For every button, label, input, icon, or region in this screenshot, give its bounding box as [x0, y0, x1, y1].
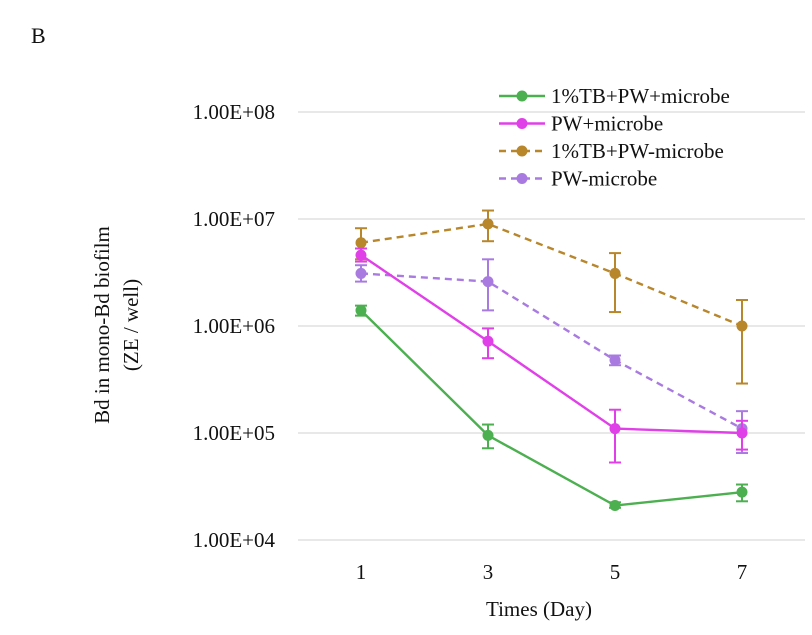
y-tick-label: 1.00E+08: [193, 100, 275, 124]
legend-item: 1%TB+PW-microbe: [499, 139, 724, 163]
series-1: [355, 304, 748, 512]
x-tick-label: 7: [737, 560, 748, 584]
data-point: [736, 427, 748, 439]
data-point: [355, 249, 367, 261]
y-tick-labels: 1.00E+04 1.00E+05 1.00E+06 1.00E+07 1.00E+08: [193, 100, 276, 552]
legend-label: PW-microbe: [551, 167, 657, 191]
x-tick-label: 3: [483, 560, 494, 584]
data-point: [482, 429, 494, 441]
data-point: [736, 486, 748, 498]
y-tick-label: 1.00E+07: [193, 207, 275, 231]
data-point: [609, 267, 621, 279]
legend-label: 1%TB+PW+microbe: [551, 84, 730, 108]
series-line: [360, 254, 743, 435]
x-axis-label: Times (Day): [486, 597, 592, 621]
data-point: [482, 218, 494, 230]
data-point: [355, 304, 367, 316]
y-tick-label: 1.00E+04: [193, 528, 276, 552]
data-point: [355, 267, 367, 279]
legend-swatch-marker: [516, 145, 528, 157]
x-tick-label: 5: [610, 560, 621, 584]
series-2: [355, 247, 748, 464]
y-tick-label: 1.00E+06: [193, 314, 275, 338]
data-point: [609, 423, 621, 435]
y-axis-label-line-2: (ZE / well): [119, 279, 143, 371]
x-tick-labels: 1 3 5 7: [356, 560, 748, 584]
legend-item: PW-microbe: [499, 167, 657, 191]
series-line: [360, 309, 743, 507]
y-axis-label-line-1: Bd in mono-Bd biofilm: [90, 226, 114, 424]
data-point: [609, 354, 621, 366]
x-tick-label: 1: [356, 560, 367, 584]
legend-swatch-marker: [516, 90, 528, 102]
data-point: [482, 276, 494, 288]
y-tick-label: 1.00E+05: [193, 421, 275, 445]
data-point: [355, 237, 367, 249]
y-axis-label: Bd in mono-Bd biofilm (ZE / well): [90, 226, 143, 424]
panel-label: B: [31, 23, 46, 48]
legend-label: PW+microbe: [551, 112, 663, 136]
series-line: [360, 272, 743, 430]
series-4: [355, 258, 748, 455]
legend: 1%TB+PW+microbe PW+microbe 1%TB+PW-microbe…: [499, 84, 730, 191]
legend-item: 1%TB+PW+microbe: [499, 84, 730, 108]
data-point: [482, 335, 494, 347]
data-point: [609, 500, 621, 512]
legend-label: 1%TB+PW-microbe: [551, 139, 724, 163]
legend-swatch-marker: [516, 173, 528, 184]
legend-swatch-marker: [516, 118, 528, 129]
legend-item: PW+microbe: [499, 112, 663, 136]
series-line: [360, 222, 743, 328]
data-point: [736, 320, 748, 332]
series-group: [355, 209, 748, 512]
series-3: [355, 209, 748, 385]
